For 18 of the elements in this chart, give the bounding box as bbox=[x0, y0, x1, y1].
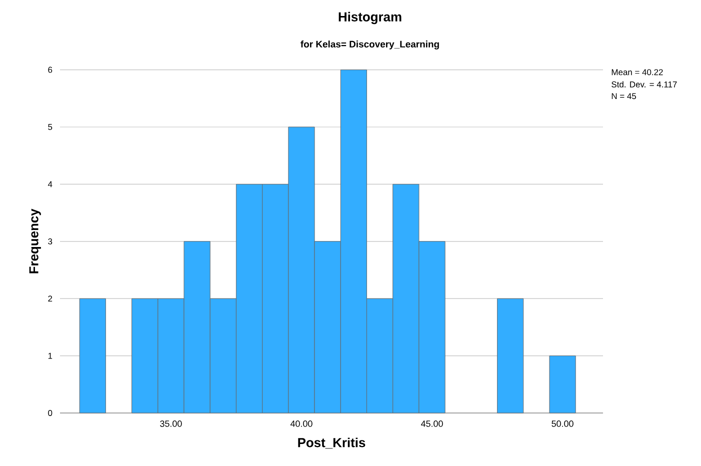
y-tick-label: 1 bbox=[48, 352, 52, 359]
chart-title: Histogram bbox=[338, 12, 402, 24]
y-tick-label: 4 bbox=[48, 181, 52, 188]
text: N = 45 bbox=[612, 93, 636, 100]
y-tick-label: 6 bbox=[48, 66, 52, 73]
y-axis-title: Frequency bbox=[29, 208, 41, 274]
y-tick-label: 0 bbox=[48, 410, 52, 416]
chart-subtitle: for Kelas= Discovery_Learning bbox=[300, 40, 439, 50]
y-tick-label: 5 bbox=[48, 124, 52, 130]
text: Std. Dev. = 4.117 bbox=[612, 81, 677, 88]
y-tick-label: 3 bbox=[48, 238, 52, 244]
x-tick-label: 50.00 bbox=[552, 420, 574, 427]
x-axis-title: Post_Kritis bbox=[298, 438, 366, 449]
x-tick-label: 40.00 bbox=[290, 420, 312, 427]
x-tick-label: 35.00 bbox=[160, 420, 182, 427]
text: Mean = 40.22 bbox=[612, 69, 663, 76]
x-tick-label: 45.00 bbox=[420, 420, 443, 427]
y-tick-label: 2 bbox=[48, 296, 52, 302]
